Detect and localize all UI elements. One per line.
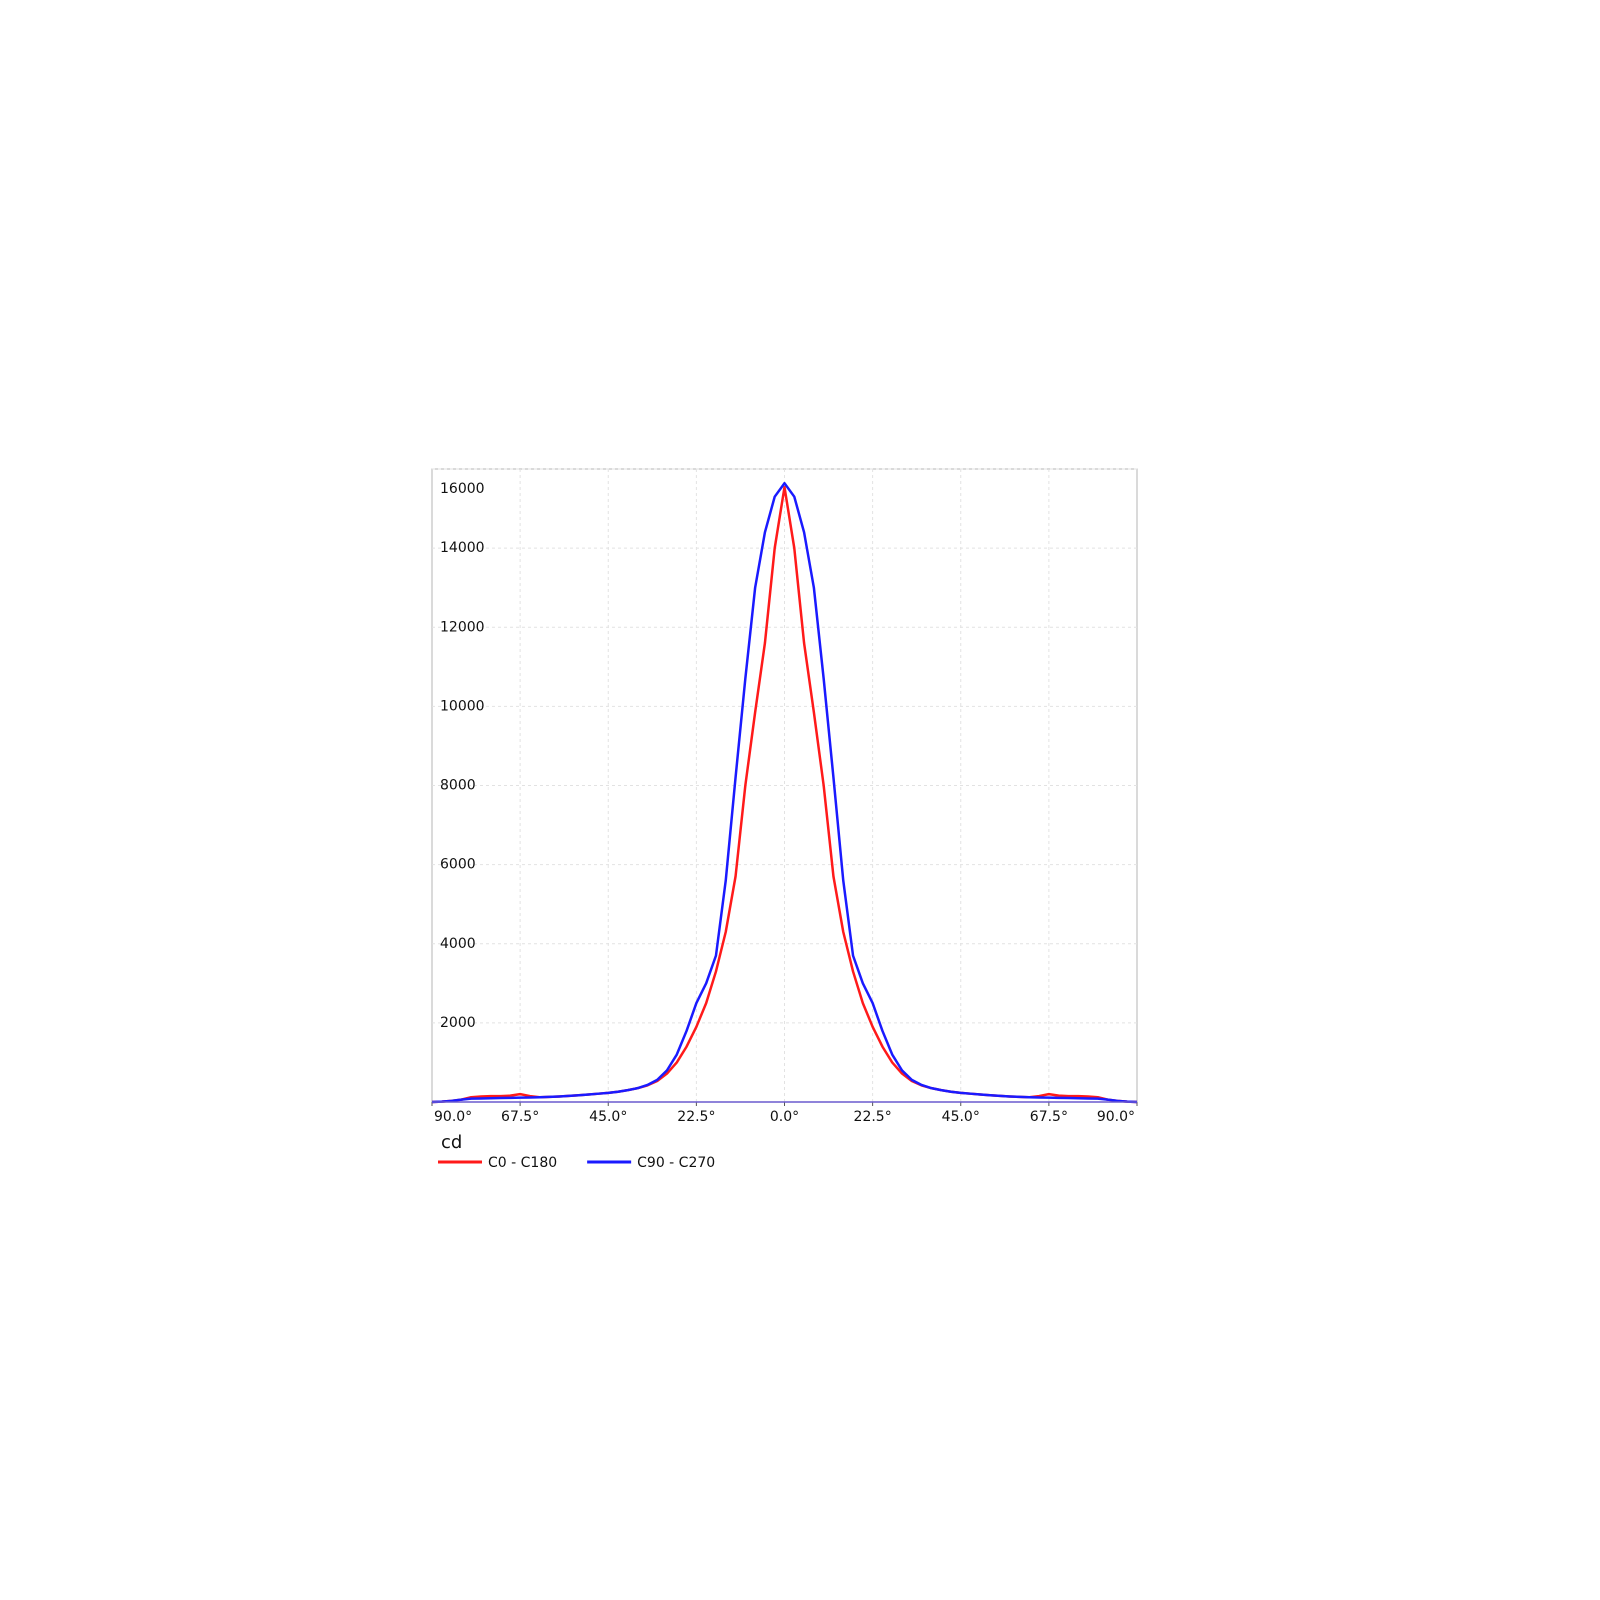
y-tick-label: 10000	[440, 698, 485, 714]
x-tick-label: 90.0°	[1097, 1109, 1135, 1125]
y-tick-label: 16000	[440, 481, 485, 497]
x-tick-label: 67.5°	[501, 1109, 539, 1125]
plot-area	[431, 468, 1138, 1103]
x-tick-label: 90.0°	[434, 1109, 472, 1125]
axis-label: cd	[441, 1132, 462, 1153]
x-tick-label: 67.5°	[1030, 1109, 1068, 1125]
y-tick-label: 8000	[440, 778, 476, 794]
data-line	[431, 481, 1138, 1104]
y-tick-label: 2000	[440, 1015, 476, 1031]
x-tick-label: 45.0°	[589, 1109, 627, 1125]
x-tick-label: 22.5°	[854, 1109, 892, 1125]
legend-label: C0 - C180	[488, 1155, 557, 1171]
x-tick-label: 0.0°	[770, 1109, 799, 1125]
y-tick-label: 12000	[440, 619, 485, 635]
legend-label: C90 - C270	[637, 1155, 715, 1171]
y-tick-label: 4000	[440, 936, 476, 952]
x-tick-label: 22.5°	[677, 1109, 715, 1125]
x-tick-label: 45.0°	[942, 1109, 980, 1125]
y-tick-label: 6000	[440, 857, 476, 873]
y-tick-label: 14000	[440, 540, 485, 556]
